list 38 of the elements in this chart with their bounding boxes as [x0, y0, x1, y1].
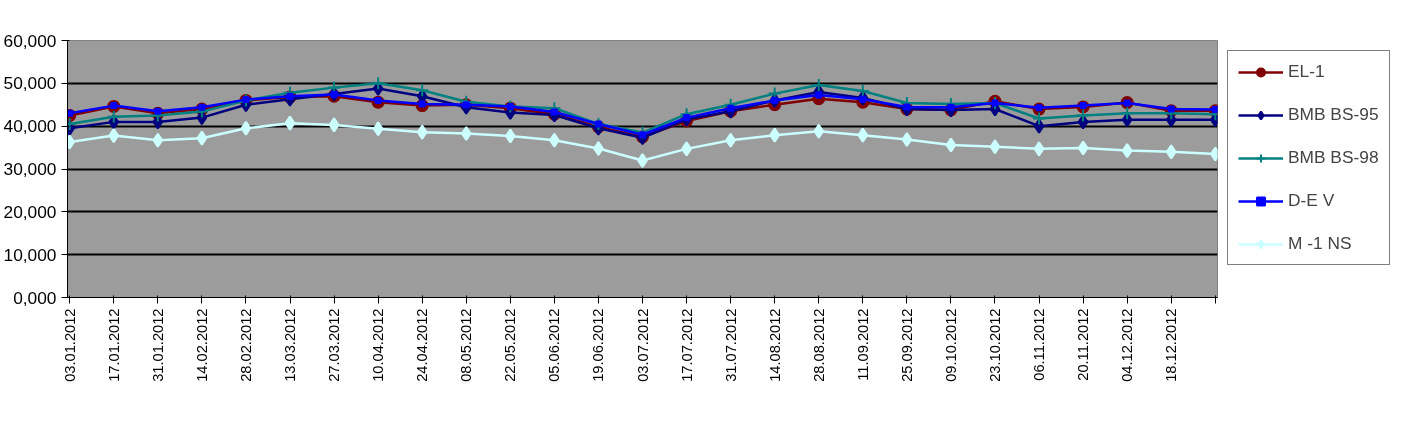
x-tick-label: 20.11.2012 — [1075, 308, 1092, 381]
x-tick-label: 04.12.2012 — [1119, 308, 1136, 382]
x-tick-label: 28.08.2012 — [810, 308, 827, 382]
x-tick-label: 31.01.2012 — [149, 308, 166, 382]
y-tick-label: 0,000 — [13, 287, 57, 308]
y-tick-label: 20,000 — [3, 201, 57, 222]
x-tick-label: 24.04.2012 — [414, 308, 431, 382]
y-tick-label: 40,000 — [3, 116, 57, 137]
x-tick-label: 06.11.2012 — [1031, 308, 1048, 381]
x-tick-label: 23.10.2012 — [986, 308, 1003, 382]
legend-label: M -1 NS — [1288, 233, 1352, 254]
x-tick-label: 17.01.2012 — [105, 308, 122, 382]
x-tick-label: 05.06.2012 — [546, 308, 563, 382]
x-tick-label: 03.01.2012 — [61, 308, 78, 382]
x-tick-label: 11.09.2012 — [854, 308, 871, 381]
x-tick-label: 09.10.2012 — [942, 308, 959, 382]
x-tick-label: 22.05.2012 — [502, 308, 519, 382]
x-tick-label: 13.03.2012 — [282, 308, 299, 382]
y-tick-label: 60,000 — [3, 30, 57, 51]
x-tick-label: 19.06.2012 — [590, 308, 607, 382]
y-tick-label: 10,000 — [3, 244, 57, 265]
legend-label: D-E V — [1288, 190, 1335, 211]
x-tick-label: 25.09.2012 — [898, 308, 915, 382]
y-tick-label: 30,000 — [3, 159, 57, 179]
x-tick-label: 28.02.2012 — [237, 308, 254, 382]
x-tick-label: 14.08.2012 — [766, 308, 783, 382]
legend-label: EL-1 — [1288, 61, 1325, 82]
x-tick-label: 10.04.2012 — [370, 308, 387, 382]
x-tick-label: 03.07.2012 — [634, 308, 651, 382]
x-tick-label: 18.12.2012 — [1163, 308, 1180, 382]
x-tick-label: 31.07.2012 — [722, 308, 739, 382]
x-tick-label: 14.02.2012 — [193, 308, 210, 382]
y-tick-label: 50,000 — [3, 73, 57, 94]
x-tick-label: 27.03.2012 — [326, 308, 343, 382]
legend-label: BMB BS-98 — [1288, 147, 1379, 168]
x-tick-label: 08.05.2012 — [458, 308, 475, 382]
legend-label: BMB BS-95 — [1288, 104, 1379, 125]
x-tick-label: 17.07.2012 — [678, 308, 695, 382]
